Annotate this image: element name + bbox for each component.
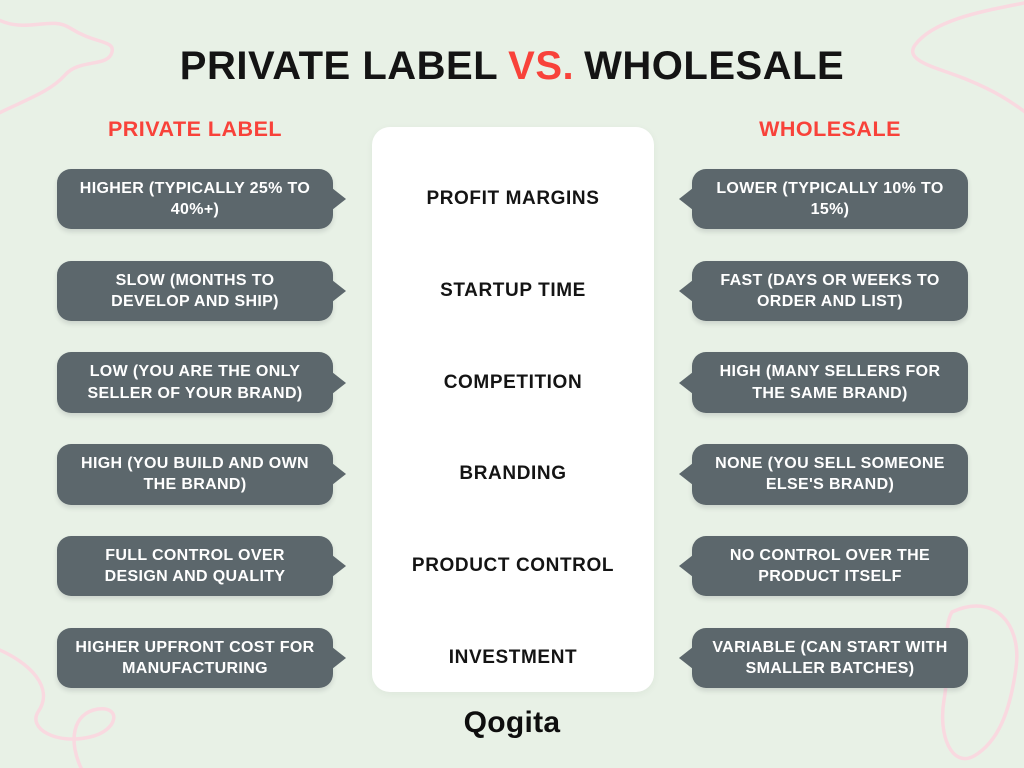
bubble-cell: LOWER (TYPICALLY 10% TO 15%) [692, 153, 968, 245]
private-label-bubble-investment: HIGHER UPFRONT COST FOR MANUFACTURING [57, 627, 333, 689]
private-label-bubble-branding: HIGH (YOU BUILD AND OWN THE BRAND) [57, 444, 333, 505]
category-cell: PRODUCT CONTROL [372, 520, 654, 612]
bubble-cell: NO CONTROL OVER THE PRODUCT ITSELF [692, 520, 968, 612]
private-label-column: HIGHER (TYPICALLY 25% TO 40%+) SLOW (MON… [57, 153, 333, 704]
wholesale-bubble-startup-time: FAST (DAYS OR WEEKS TO ORDER AND LIST) [692, 260, 968, 321]
title-private-label: PRIVATE LABEL [179, 44, 499, 88]
wholesale-bubble-competition: HIGH (MANY SELLERS FOR THE SAME BRAND) [692, 352, 968, 413]
wholesale-column: LOWER (TYPICALLY 10% TO 15%) FAST (DAYS … [692, 153, 968, 704]
page-title: PRIVATE LABEL VS. WHOLESALE [0, 44, 1024, 89]
wholesale-bubble-profit-margins: LOWER (TYPICALLY 10% TO 15%) [692, 168, 968, 230]
wholesale-bubble-branding: NONE (YOU SELL SOMEONE ELSE'S BRAND) [692, 444, 968, 505]
private-label-bubble-profit-margins: HIGHER (TYPICALLY 25% TO 40%+) [57, 168, 333, 230]
category-label-profit-margins: PROFIT MARGINS [426, 187, 600, 209]
bubble-cell: HIGHER (TYPICALLY 25% TO 40%+) [57, 153, 333, 245]
bubble-cell: HIGH (YOU BUILD AND OWN THE BRAND) [57, 429, 333, 521]
bubble-cell: HIGHER UPFRONT COST FOR MANUFACTURING [57, 612, 333, 704]
category-cell: PROFIT MARGINS [372, 153, 654, 245]
category-label-competition: COMPETITION [443, 371, 583, 393]
bubble-cell: NONE (YOU SELL SOMEONE ELSE'S BRAND) [692, 429, 968, 521]
wholesale-bubble-investment: VARIABLE (CAN START WITH SMALLER BATCHES… [692, 627, 968, 689]
private-label-bubble-product-control: FULL CONTROL OVER DESIGN AND QUALITY [57, 536, 333, 597]
bubble-cell: FULL CONTROL OVER DESIGN AND QUALITY [57, 520, 333, 612]
title-vs: VS. [508, 44, 575, 88]
bubble-cell: LOW (YOU ARE THE ONLY SELLER OF YOUR BRA… [57, 337, 333, 429]
wholesale-column-header: WHOLESALE [759, 117, 901, 141]
bubble-cell: FAST (DAYS OR WEEKS TO ORDER AND LIST) [692, 245, 968, 337]
private-label-bubble-startup-time: SLOW (MONTHS TO DEVELOP AND SHIP) [57, 260, 333, 321]
category-cell: STARTUP TIME [372, 245, 654, 337]
category-cell: INVESTMENT [372, 612, 654, 704]
title-wholesale: WHOLESALE [584, 44, 845, 88]
qogita-logo: Qogita [463, 706, 561, 739]
private-label-bubble-competition: LOW (YOU ARE THE ONLY SELLER OF YOUR BRA… [57, 352, 333, 413]
category-cell: COMPETITION [372, 337, 654, 429]
center-categories-panel [372, 127, 654, 692]
category-label-startup-time: STARTUP TIME [440, 279, 586, 301]
bubble-cell: VARIABLE (CAN START WITH SMALLER BATCHES… [692, 612, 968, 704]
private-label-column-header: PRIVATE LABEL [107, 117, 283, 141]
category-cell: BRANDING [372, 429, 654, 521]
bubble-cell: SLOW (MONTHS TO DEVELOP AND SHIP) [57, 245, 333, 337]
category-label-branding: BRANDING [459, 463, 567, 485]
wholesale-bubble-product-control: NO CONTROL OVER THE PRODUCT ITSELF [692, 536, 968, 597]
category-column: PROFIT MARGINS STARTUP TIME COMPETITION … [372, 153, 654, 704]
bubble-cell: HIGH (MANY SELLERS FOR THE SAME BRAND) [692, 337, 968, 429]
category-label-investment: INVESTMENT [448, 647, 578, 669]
category-label-product-control: PRODUCT CONTROL [411, 555, 615, 577]
